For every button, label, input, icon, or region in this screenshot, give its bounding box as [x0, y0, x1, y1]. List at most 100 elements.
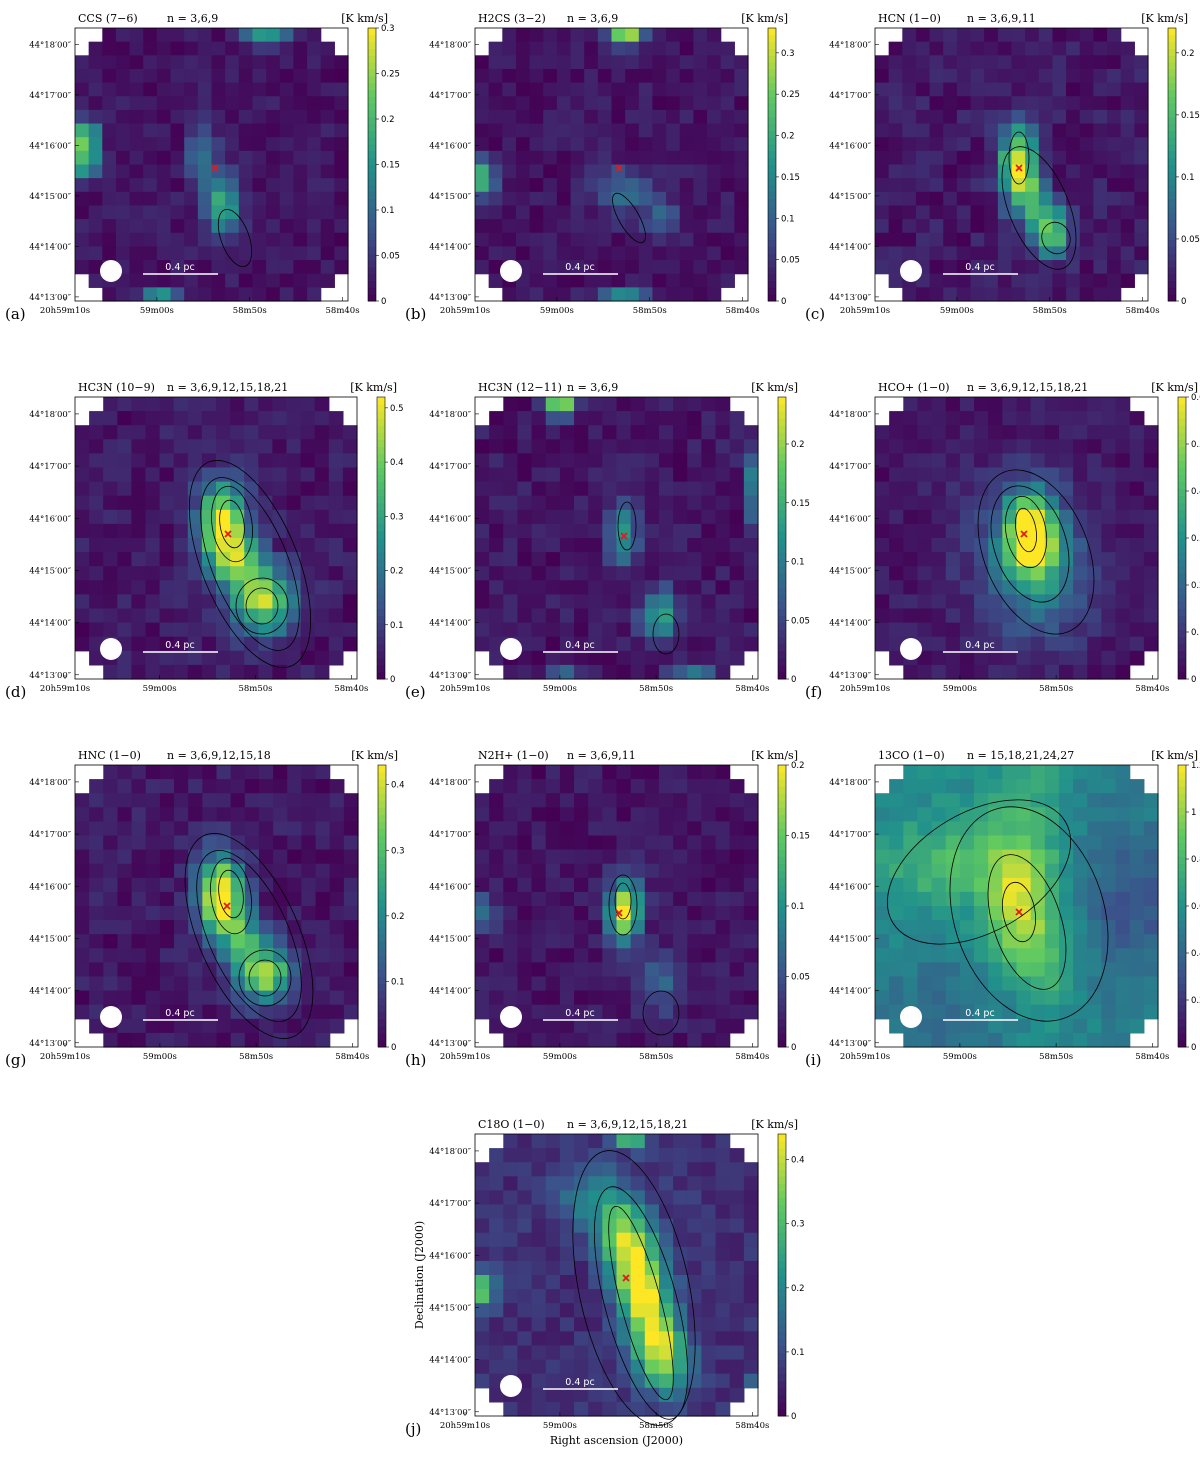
map-pixel	[559, 793, 575, 808]
map-pixel	[644, 1317, 660, 1332]
map-pixel	[1129, 1018, 1145, 1034]
map-pixel	[517, 523, 533, 539]
dec-tick-label: 44°17′00″	[829, 462, 871, 472]
map-pixel	[75, 164, 90, 179]
map-pixel	[931, 863, 947, 879]
map-pixel	[687, 1303, 702, 1318]
colorbar-step	[778, 1253, 786, 1262]
map-pixel	[517, 1401, 533, 1417]
source-marker	[1015, 908, 1023, 916]
map-pixel	[531, 835, 547, 851]
map-pixel	[258, 821, 274, 837]
map-pixel	[917, 891, 933, 907]
map-pixel	[658, 1176, 674, 1191]
map-pixel	[743, 1232, 759, 1248]
map-pixel	[89, 906, 104, 921]
map-pixel	[184, 232, 199, 247]
map-pixel	[929, 191, 944, 207]
map-pixel	[1025, 178, 1040, 193]
map-pixel	[329, 849, 345, 865]
map-pixel	[475, 55, 490, 70]
map-pixel	[588, 990, 603, 1006]
map-pixel	[1134, 96, 1149, 111]
map-pixel	[715, 835, 731, 851]
ra-tick-label: 20h59m10s	[440, 1052, 490, 1062]
map-pixel	[244, 920, 260, 935]
map-pixel	[1025, 232, 1040, 247]
map-pixel	[574, 793, 589, 808]
map-pixel	[334, 96, 349, 111]
map-pixel	[1115, 948, 1131, 963]
map-pixel	[75, 835, 90, 851]
map-pixel	[503, 1401, 519, 1417]
map-pixel	[1058, 990, 1074, 1006]
map-pixel	[475, 962, 490, 978]
map-pixel	[616, 552, 632, 567]
map-pixel	[715, 594, 731, 610]
map-pixel	[1030, 793, 1046, 808]
map-pixel	[997, 55, 1013, 70]
colorbar-tick-label: 0	[390, 675, 395, 685]
map-pixel	[574, 425, 589, 440]
map-pixel	[517, 439, 533, 454]
map-pixel	[315, 779, 331, 794]
map-pixel	[673, 481, 688, 497]
map-pixel	[273, 765, 288, 780]
map-pixel	[216, 779, 232, 794]
map-pixel	[559, 664, 575, 680]
map-pixel	[956, 28, 972, 43]
map-pixel	[129, 150, 144, 166]
map-pixel	[1093, 137, 1108, 152]
map-pixel	[1016, 622, 1032, 638]
map-pixel	[88, 164, 103, 179]
map-pixel	[329, 920, 345, 935]
map-pixel	[931, 1032, 947, 1048]
map-pixel	[903, 439, 919, 454]
dec-tick-label: 44°16′00″	[829, 141, 871, 151]
map-pixel	[743, 835, 759, 851]
map-pixel	[903, 849, 919, 865]
map-pixel	[673, 1345, 688, 1361]
map-pixel	[666, 137, 681, 152]
dec-tick-label: 44°13′00″	[29, 1039, 71, 1049]
map-pixel	[644, 1162, 660, 1177]
map-pixel	[734, 96, 749, 111]
map-pixel	[517, 411, 533, 426]
map-pixel	[988, 962, 1003, 978]
map-pixel	[652, 137, 667, 152]
map-pixel	[174, 877, 189, 893]
map-pixel	[729, 1176, 745, 1191]
map-pixel	[959, 906, 975, 921]
map-pixel	[515, 246, 531, 261]
map-pixel	[715, 779, 731, 794]
map-pixel	[545, 622, 561, 638]
map-pixel	[1002, 664, 1018, 680]
map-pixel	[743, 552, 759, 567]
dec-tick-label: 44°17′00″	[429, 91, 471, 101]
map-pixel	[889, 1018, 904, 1034]
map-pixel	[597, 123, 613, 138]
map-pixel	[201, 425, 217, 440]
map-pixel	[117, 664, 132, 680]
map-pixel	[644, 495, 660, 511]
map-pixel	[244, 1032, 260, 1048]
map-pixel	[174, 793, 189, 808]
map-pixel	[729, 523, 745, 539]
colorbar-step	[778, 1190, 786, 1198]
map-pixel	[545, 920, 561, 935]
map-pixel	[959, 467, 975, 483]
colorbar-step	[1178, 636, 1186, 645]
map-pixel	[475, 219, 490, 234]
map-pixel	[531, 1032, 547, 1048]
map-pixel	[156, 41, 172, 56]
map-pixel	[602, 863, 618, 879]
colorbar-step	[378, 934, 386, 942]
map-pixel	[611, 41, 626, 56]
ra-tick-label: 58m50s	[233, 306, 267, 316]
map-pixel	[307, 82, 322, 97]
map-pixel	[475, 1260, 490, 1276]
map-pixel	[729, 509, 745, 525]
map-pixel	[743, 891, 759, 907]
map-pixel	[687, 1176, 702, 1191]
map-pixel	[658, 891, 674, 907]
